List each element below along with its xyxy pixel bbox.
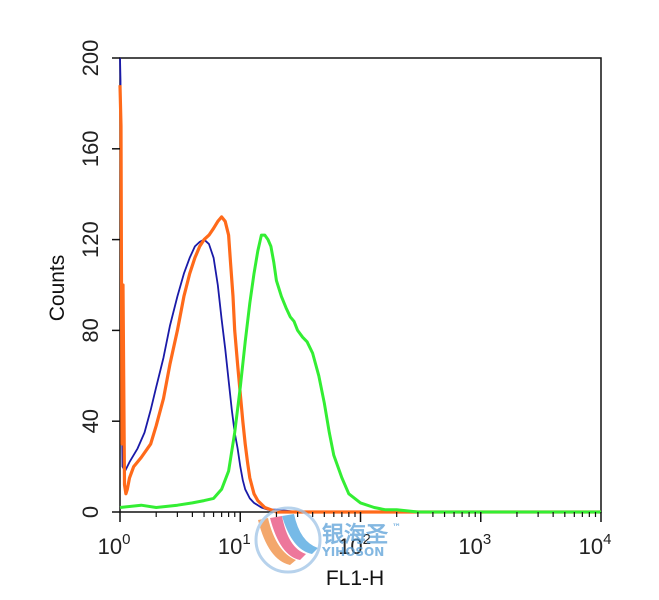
- plot-frame: [119, 57, 602, 513]
- y-tick-label: 0: [78, 506, 103, 518]
- series-layer: [118, 57, 601, 514]
- y-tick-label: 40: [78, 409, 103, 433]
- watermark-tm: ™: [392, 523, 401, 533]
- series-line-2: [119, 233, 601, 514]
- y-tick-label: 200: [78, 40, 103, 77]
- y-tick-label: 80: [78, 318, 103, 342]
- x-axis-title: FL1-H: [326, 567, 384, 590]
- watermark-text-en: YIHOSON: [321, 545, 384, 559]
- y-tick-label: 160: [78, 130, 103, 167]
- x-tick-label: 101: [218, 531, 251, 559]
- watermark-mark-icon: [254, 506, 322, 574]
- watermark-text-cn: 银海圣: [322, 522, 389, 548]
- watermark-logo: 银海圣 YIHOSON ™: [254, 506, 401, 574]
- x-tick-label: 104: [579, 531, 612, 559]
- y-axis-title: Counts: [46, 255, 69, 322]
- x-tick-label: 100: [98, 531, 131, 559]
- x-tick-label: 103: [458, 531, 491, 559]
- series-line-0: [119, 57, 601, 513]
- series-line-1: [118, 85, 601, 514]
- y-axis-ticks: 0 40 80 120 160 200: [78, 40, 120, 518]
- y-tick-label: 120: [78, 221, 103, 258]
